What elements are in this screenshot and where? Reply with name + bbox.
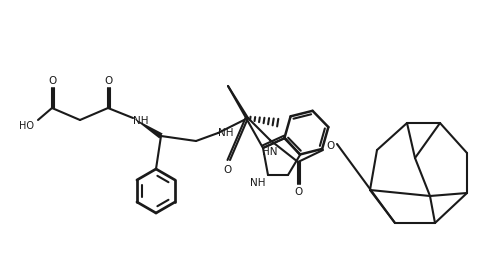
Text: NH: NH xyxy=(133,116,149,126)
Text: O: O xyxy=(295,187,303,197)
Text: HN: HN xyxy=(262,147,278,157)
Text: O: O xyxy=(49,76,57,86)
Text: O: O xyxy=(105,76,113,86)
Text: O: O xyxy=(327,141,335,151)
Text: O: O xyxy=(224,165,232,175)
Text: NH: NH xyxy=(250,178,266,188)
Text: NH: NH xyxy=(218,128,234,138)
Text: HO: HO xyxy=(20,121,34,131)
Polygon shape xyxy=(133,118,163,139)
